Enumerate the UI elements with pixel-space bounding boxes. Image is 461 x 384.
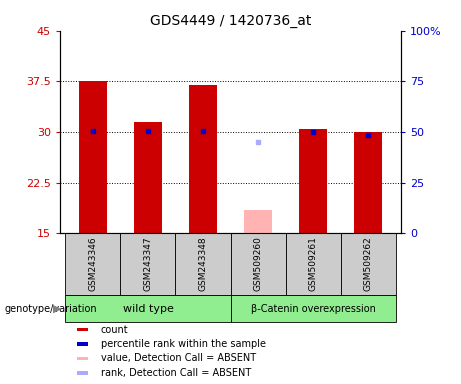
- Text: GSM243346: GSM243346: [89, 237, 97, 291]
- Title: GDS4449 / 1420736_at: GDS4449 / 1420736_at: [150, 14, 311, 28]
- Text: β-Catenin overexpression: β-Catenin overexpression: [251, 303, 375, 313]
- Text: percentile rank within the sample: percentile rank within the sample: [101, 339, 266, 349]
- Bar: [189, 85, 217, 233]
- Bar: [244, 210, 272, 233]
- Bar: [77, 371, 88, 375]
- Text: GSM243347: GSM243347: [143, 237, 153, 291]
- Text: genotype/variation: genotype/variation: [5, 303, 97, 313]
- Bar: [77, 342, 88, 346]
- Text: count: count: [101, 324, 129, 334]
- Bar: [65, 295, 230, 322]
- Bar: [79, 81, 106, 233]
- Bar: [77, 328, 88, 331]
- Bar: [134, 122, 162, 233]
- Text: value, Detection Call = ABSENT: value, Detection Call = ABSENT: [101, 353, 256, 363]
- Bar: [65, 233, 120, 295]
- Text: rank, Detection Call = ABSENT: rank, Detection Call = ABSENT: [101, 368, 251, 378]
- Text: wild type: wild type: [123, 303, 173, 313]
- Bar: [230, 295, 396, 322]
- Bar: [120, 233, 176, 295]
- Bar: [341, 233, 396, 295]
- Bar: [230, 233, 285, 295]
- Bar: [355, 132, 382, 233]
- Bar: [176, 233, 230, 295]
- Text: GSM509260: GSM509260: [254, 237, 262, 291]
- Bar: [77, 357, 88, 360]
- Text: GSM509261: GSM509261: [308, 237, 318, 291]
- Text: GSM243348: GSM243348: [199, 237, 207, 291]
- Text: GSM509262: GSM509262: [364, 237, 372, 291]
- Bar: [299, 129, 327, 233]
- Text: ▶: ▶: [53, 303, 61, 313]
- Bar: [285, 233, 341, 295]
